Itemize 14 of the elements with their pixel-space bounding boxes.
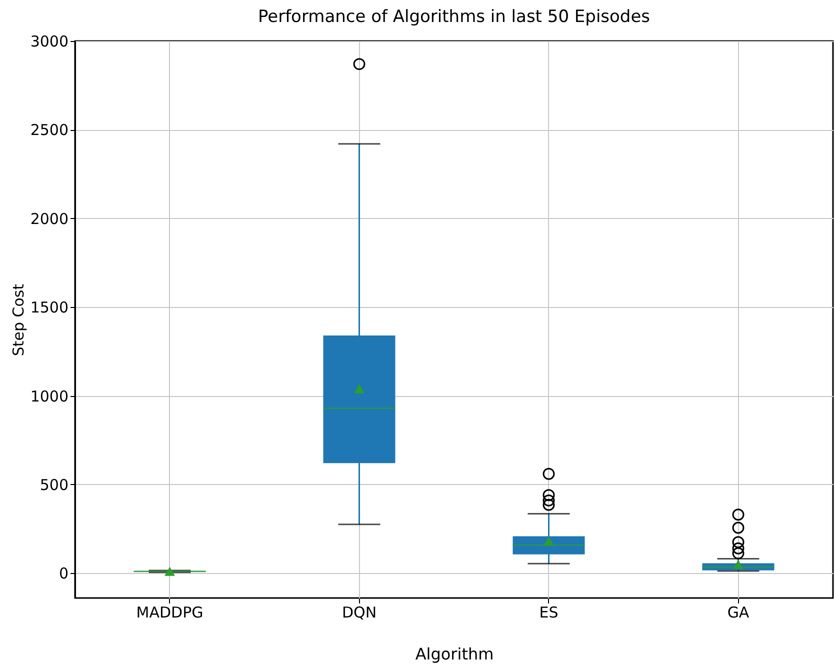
x-tick-label: DQN xyxy=(342,604,377,622)
y-tick-label: 2000 xyxy=(30,210,68,228)
x-axis-title: Algorithm xyxy=(415,644,494,664)
y-tick-label: 500 xyxy=(40,476,68,494)
y-tick-label: 0 xyxy=(58,564,68,583)
x-tick-label: GA xyxy=(727,604,750,622)
y-axis-title: Step Cost xyxy=(9,284,28,356)
chart-title: Performance of Algorithms in last 50 Episodes xyxy=(258,7,650,27)
y-tick-label: 3000 xyxy=(30,32,68,50)
y-tick-label: 1500 xyxy=(30,298,68,317)
x-tick-label: ES xyxy=(539,604,558,622)
y-tick-label: 2500 xyxy=(30,121,68,140)
y-tick-label: 1000 xyxy=(30,387,68,406)
x-tick-label: MADDPG xyxy=(136,604,204,622)
